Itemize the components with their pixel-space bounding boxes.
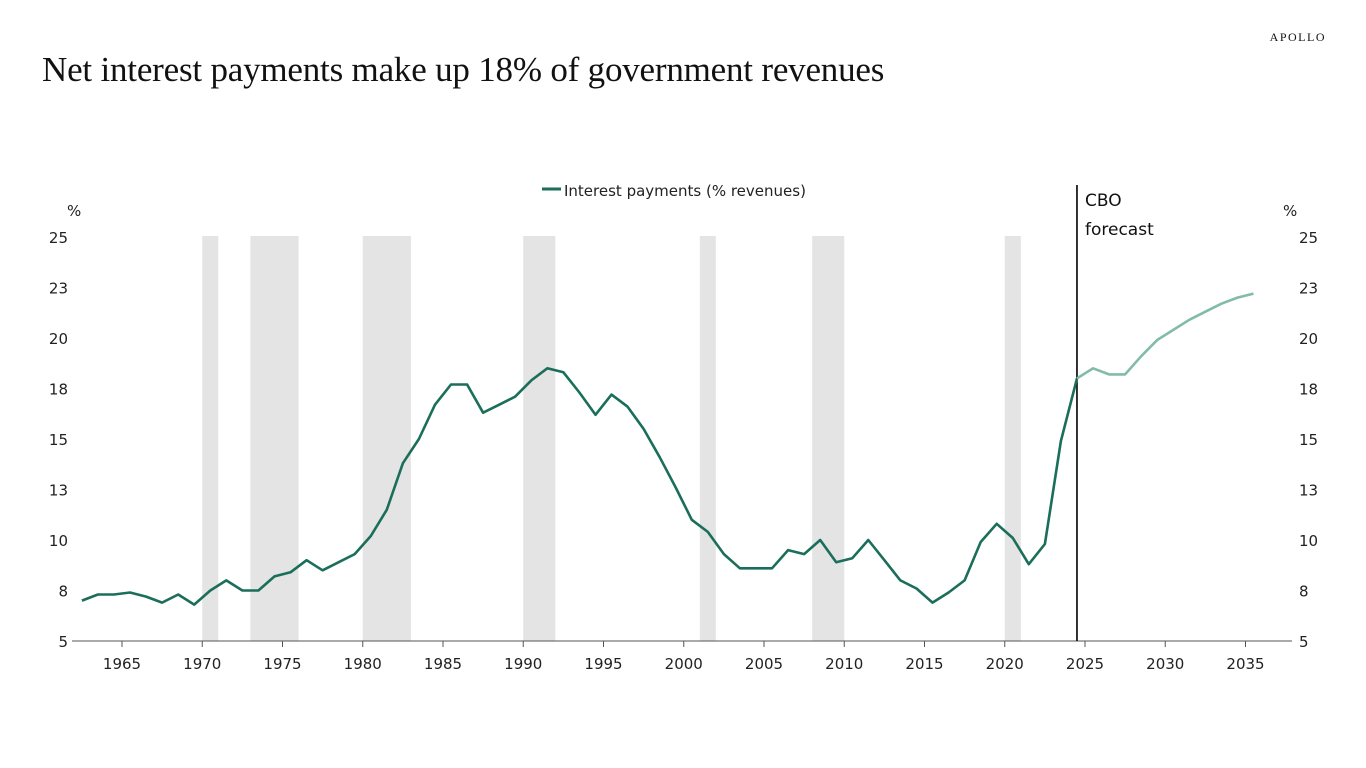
x-tick-label: 1965 bbox=[103, 655, 141, 673]
x-tick-label: 2020 bbox=[986, 655, 1024, 673]
y-tick-label-left: 15 bbox=[49, 431, 68, 449]
y-tick-label-right: 25 bbox=[1299, 229, 1318, 247]
legend-label: Interest payments (% revenues) bbox=[564, 182, 806, 200]
y-tick-label-left: 8 bbox=[58, 583, 68, 601]
recession-band bbox=[812, 236, 845, 641]
y-tick-label-right: 15 bbox=[1299, 431, 1318, 449]
y-tick-label-right: 13 bbox=[1299, 482, 1318, 500]
x-tick-label: 1985 bbox=[424, 655, 462, 673]
x-tick-label: 2010 bbox=[825, 655, 863, 673]
y-axis-label-left: % bbox=[67, 202, 81, 220]
y-ticks-left: 5 8 10 13 15 18 20 23 25 bbox=[49, 229, 68, 651]
x-tick-label: 1995 bbox=[584, 655, 622, 673]
recession-band bbox=[250, 236, 299, 641]
y-tick-label-left: 20 bbox=[49, 330, 68, 348]
y-tick-label-left: 25 bbox=[49, 229, 68, 247]
y-tick-label-left: 23 bbox=[49, 280, 68, 298]
x-tick-label: 1975 bbox=[263, 655, 301, 673]
recession-band bbox=[523, 236, 556, 641]
y-tick-label-left: 13 bbox=[49, 482, 68, 500]
recession-band bbox=[362, 236, 411, 641]
actual-series-line bbox=[81, 366, 1079, 606]
y-tick-label-right: 20 bbox=[1299, 330, 1318, 348]
brand-logo: APOLLO bbox=[1269, 30, 1326, 44]
y-tick-label-right: 18 bbox=[1299, 381, 1318, 399]
y-tick-label-left: 5 bbox=[58, 633, 68, 651]
y-tick-label-right: 8 bbox=[1299, 583, 1309, 601]
recession-band bbox=[699, 236, 716, 641]
y-tick-label-right: 23 bbox=[1299, 280, 1318, 298]
page-title: Net interest payments make up 18% of gov… bbox=[42, 50, 885, 89]
x-tick-label: 2025 bbox=[1066, 655, 1104, 673]
recession-bands bbox=[202, 236, 1021, 641]
x-tick-label: 2035 bbox=[1226, 655, 1264, 673]
y-tick-label-left: 18 bbox=[49, 381, 68, 399]
x-tick-label: 2000 bbox=[665, 655, 703, 673]
recession-band bbox=[1004, 236, 1021, 641]
forecast-annotation-line-2: forecast bbox=[1085, 220, 1154, 240]
x-tick-label: 1980 bbox=[344, 655, 382, 673]
forecast-series-line bbox=[1076, 292, 1254, 380]
x-tick-label: 1970 bbox=[183, 655, 221, 673]
y-tick-label-right: 10 bbox=[1299, 532, 1318, 550]
recession-band bbox=[202, 236, 219, 641]
y-axis-label-right: % bbox=[1283, 202, 1297, 220]
forecast-annotation-line-1: CBO bbox=[1085, 191, 1122, 211]
x-tick-label: 2005 bbox=[745, 655, 783, 673]
x-tick-label: 2030 bbox=[1146, 655, 1184, 673]
x-tick-label: 2015 bbox=[905, 655, 943, 673]
x-tick-label: 1990 bbox=[504, 655, 542, 673]
legend: Interest payments (% revenues) bbox=[542, 182, 806, 200]
y-tick-label-right: 5 bbox=[1299, 633, 1309, 651]
y-ticks-right: 5 8 10 13 15 18 20 23 25 bbox=[1299, 229, 1318, 651]
series bbox=[81, 292, 1254, 606]
y-tick-label-left: 10 bbox=[49, 532, 68, 550]
x-ticks: 1965 1970 1975 1980 1985 1990 1995 2000 2005 2010… bbox=[103, 641, 1265, 673]
